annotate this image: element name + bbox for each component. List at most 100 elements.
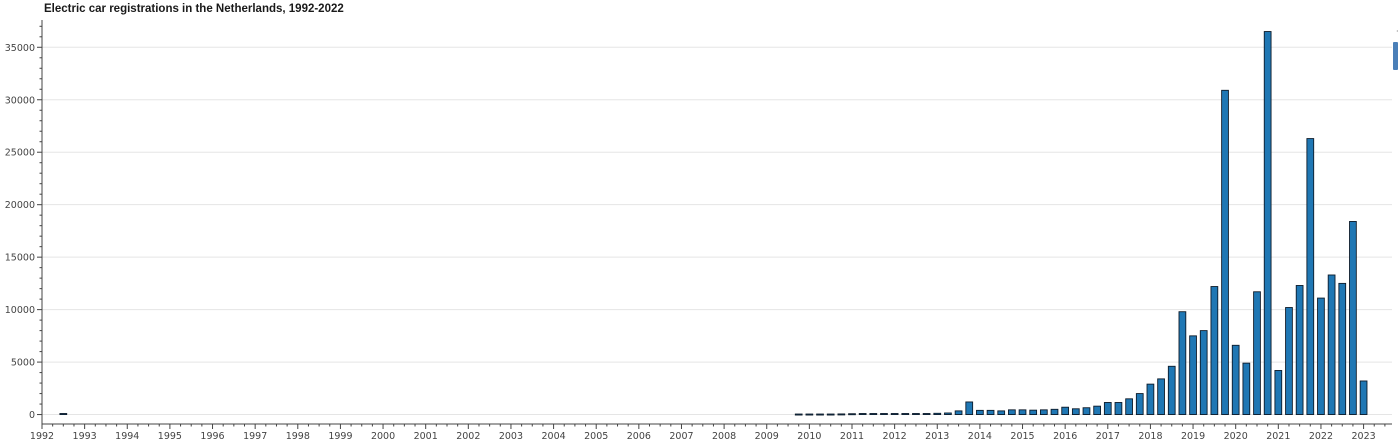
bar [1039,409,1048,416]
bar [965,401,974,416]
x-tick-label: 2020 [1224,431,1248,442]
x-tick-label: 1998 [286,431,310,442]
x-tick-label: 2015 [1010,431,1034,442]
bar [1349,221,1357,416]
x-tick-label: 2009 [755,431,779,442]
bar [837,413,846,416]
bar [1114,402,1123,416]
x-tick-label: 2005 [584,431,608,442]
x-tick-label: 2013 [925,431,949,442]
bar [1210,286,1219,416]
bar [1295,285,1304,416]
bar [1018,409,1027,416]
bar [986,409,995,416]
x-tick-label: 2011 [840,431,864,442]
bar [922,413,931,416]
bar [1061,406,1070,416]
bar [1306,138,1315,416]
y-tick-label: 25000 [5,148,35,159]
bar [1253,291,1261,416]
bar [944,412,952,416]
bar [1327,274,1336,416]
bar [912,413,920,416]
bar [1338,282,1347,416]
y-tick-label: 20000 [5,200,35,211]
toolbar-logo-icon[interactable]: · [1396,27,1399,36]
y-tick-label: 35000 [5,43,35,54]
bar [890,413,899,416]
chart-title: Electric car registrations in the Nether… [44,3,344,15]
x-tick-label: 2006 [627,431,651,442]
bar [997,410,1006,416]
bar [1093,405,1101,416]
y-tick-label: 30000 [5,95,35,106]
bar [1135,393,1144,416]
x-tick-label: 2003 [499,431,523,442]
x-tick-label: 1997 [243,431,267,442]
y-tick-label: 15000 [5,253,35,264]
bar [1029,409,1038,416]
bar [1008,409,1016,416]
y-tick-label: 10000 [5,305,35,316]
x-tick-label: 2008 [712,431,736,442]
bar [1359,380,1368,416]
bar [1050,408,1059,416]
bar [1242,362,1251,416]
bar [901,413,910,416]
x-tick-label: 1994 [115,431,139,442]
bars [59,31,1368,416]
bar [816,413,824,416]
x-tick-label: 2001 [414,431,438,442]
grid-lines [42,46,1392,416]
x-tick-label: 1996 [200,431,224,442]
axes: 0 5000 10000 15000 20000 25000 30000 35000 1992 1… [5,20,1392,442]
bar [1146,383,1155,416]
x-tick-label: 2021 [1266,431,1290,442]
bar [1221,89,1229,416]
x-tick-label: 2018 [1138,431,1162,442]
bar [1189,335,1197,416]
bar [1199,330,1208,416]
bar [869,413,878,416]
x-tick-label: 1993 [73,431,97,442]
x-tick-label: 2017 [1096,431,1120,442]
bar [826,413,835,416]
y-tick-label: 5000 [11,358,35,369]
x-tick-label: 1992 [30,431,54,442]
x-tick-label: 2014 [968,431,992,442]
x-tick-label: 2002 [456,431,480,442]
x-tick-label: 2016 [1053,431,1077,442]
bar [1082,407,1091,416]
x-tick-label: 2004 [541,431,565,442]
x-tick-label: 1995 [158,431,182,442]
bar [794,413,803,416]
bar [1178,311,1187,416]
bar [1231,344,1240,416]
bar [1317,297,1325,416]
x-tick-label: 2019 [1181,431,1205,442]
bar [805,413,814,416]
bar [1274,370,1283,416]
bar [1103,402,1112,416]
x-tick-label: 2023 [1351,431,1375,442]
bar [1263,31,1272,416]
x-tick-label: 2012 [883,431,907,442]
bar [59,413,68,416]
y-tick-label: 0 [29,410,35,421]
x-tick-label: 2000 [371,431,395,442]
bar [1125,398,1133,416]
bar [880,413,888,416]
bar [848,413,856,416]
x-tick-label: 1999 [328,431,352,442]
x-tick-label: 2022 [1309,431,1333,442]
bar [1157,378,1165,416]
bar [1285,307,1293,416]
bar [954,410,963,416]
pan-tool-icon[interactable] [1393,42,1398,70]
bar [1071,408,1080,416]
bar [976,409,984,416]
bar [1167,365,1176,416]
bar [858,413,867,416]
bar [933,412,942,416]
